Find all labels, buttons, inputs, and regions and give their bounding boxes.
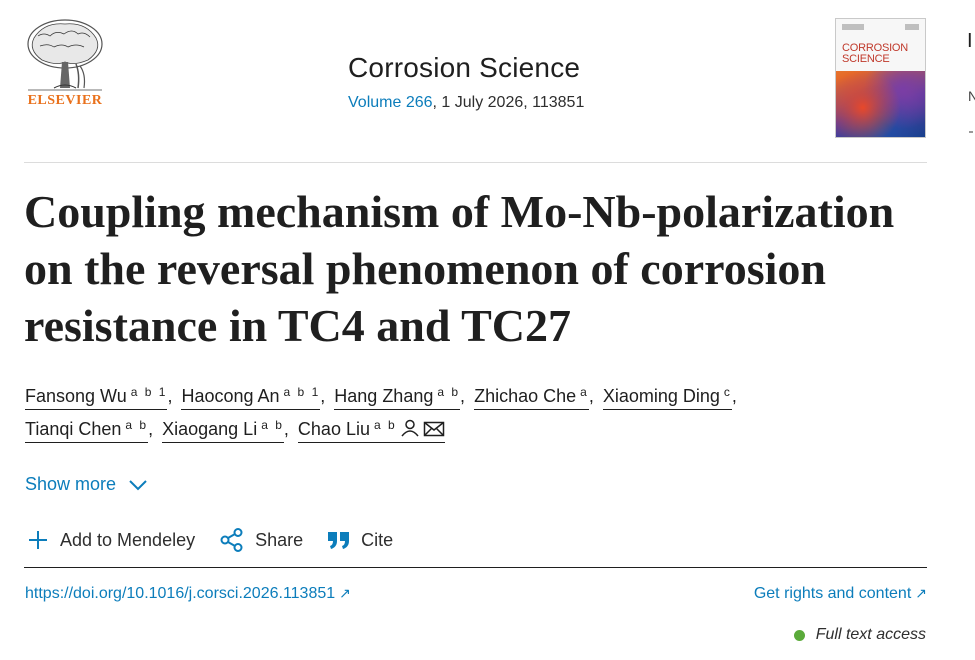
author-affiliation: a b 1 xyxy=(283,385,321,399)
share-button[interactable]: Share xyxy=(219,527,303,553)
publisher-wordmark: ELSEVIER xyxy=(27,93,103,108)
access-status: Full text access xyxy=(793,626,926,644)
author-separator: , xyxy=(148,419,154,439)
author-name: Xiaogang Li xyxy=(162,419,258,439)
side-panel-text: N xyxy=(968,88,975,104)
plus-icon xyxy=(29,531,47,549)
corresponding-author-link[interactable]: Chao Liu a b xyxy=(297,413,445,443)
external-arrow-icon: ↗ xyxy=(915,585,927,601)
author-link[interactable]: Tianqi Chen a b xyxy=(25,413,149,443)
author-affiliation: a b xyxy=(125,418,149,432)
external-arrow-icon: ↗ xyxy=(339,585,351,601)
volume-info: Volume 266, 1 July 2026, 113851 xyxy=(348,94,584,112)
author-name: Chao Liu xyxy=(297,419,370,439)
author-name: Haocong An xyxy=(181,386,280,406)
show-more-button[interactable]: Show more xyxy=(25,474,148,495)
author-affiliation: a b xyxy=(261,418,284,432)
author-link[interactable]: Hang Zhang a b xyxy=(334,380,461,410)
author-separator: , xyxy=(588,386,594,406)
quote-icon xyxy=(328,532,350,549)
article-actions: Add to Mendeley Share Cite xyxy=(26,527,393,553)
add-to-mendeley-label: Add to Mendeley xyxy=(60,529,196,550)
author-name: Xiaoming Ding xyxy=(602,386,720,406)
cover-corner-mark xyxy=(905,24,919,30)
author-separator: , xyxy=(460,386,466,406)
cover-title: CORROSION SCIENCE xyxy=(842,43,908,65)
share-label: Share xyxy=(255,529,304,550)
access-dot-icon xyxy=(793,629,805,641)
show-more-label: Show more xyxy=(25,474,117,494)
volume-date-number: , 1 July 2026, 113851 xyxy=(432,94,585,111)
author-affiliation: c xyxy=(723,385,732,399)
side-panel-dash xyxy=(969,131,973,133)
author-separator: , xyxy=(167,386,173,406)
mail-icon xyxy=(423,421,444,437)
access-label: Full text access xyxy=(815,626,926,643)
rights-text: Get rights and content xyxy=(753,585,912,602)
cite-label: Cite xyxy=(361,529,394,550)
author-separator: , xyxy=(283,419,289,439)
author-link[interactable]: Xiaogang Li a b xyxy=(162,413,284,443)
elsevier-tree-logo[interactable] xyxy=(24,16,106,112)
doi-text: https://doi.org/10.1016/j.corsci.2026.11… xyxy=(25,585,336,602)
author-separator: , xyxy=(731,386,737,406)
journal-cover-image[interactable]: CORROSION SCIENCE xyxy=(835,18,926,138)
author-separator: , xyxy=(320,386,326,406)
journal-title[interactable]: Corrosion Science xyxy=(348,52,581,83)
add-to-mendeley-button[interactable]: Add to Mendeley xyxy=(26,528,195,552)
person-icon xyxy=(401,419,419,437)
author-name: Hang Zhang xyxy=(334,386,434,406)
author-link[interactable]: Haocong An a b 1 xyxy=(181,380,321,410)
article-title: Coupling mechanism of Mo-Nb-polarization… xyxy=(24,186,895,351)
author-link[interactable]: Zhichao Che a xyxy=(474,380,589,410)
cover-title-line-1: CORROSION xyxy=(842,42,909,54)
actions-divider xyxy=(24,567,927,568)
volume-link[interactable]: Volume 266 xyxy=(348,94,433,111)
author-link[interactable]: Xiaoming Ding c xyxy=(602,380,732,410)
side-panel-heading: I xyxy=(967,30,973,52)
chevron-down-icon xyxy=(129,479,147,490)
author-affiliation: a xyxy=(580,385,589,399)
cover-title-line-2: SCIENCE xyxy=(842,53,890,65)
cite-button[interactable]: Cite xyxy=(327,530,393,551)
author-name: Tianqi Chen xyxy=(25,419,122,439)
author-affiliation: a b xyxy=(373,418,397,432)
author-name: Zhichao Che xyxy=(474,386,577,406)
author-list: Fansong Wu a b 1, Haocong An a b 1, Hang Z… xyxy=(25,380,925,446)
header-divider xyxy=(24,162,927,163)
author-link[interactable]: Fansong Wu a b 1 xyxy=(25,380,168,410)
doi-link[interactable]: https://doi.org/10.1016/j.corsci.2026.11… xyxy=(25,585,351,603)
cover-logo-mark xyxy=(842,24,864,30)
share-icon xyxy=(220,528,243,552)
author-affiliation: a b 1 xyxy=(130,385,168,399)
rights-link[interactable]: Get rights and content ↗ xyxy=(754,585,927,603)
author-name: Fansong Wu xyxy=(25,386,127,406)
author-affiliation: a b xyxy=(437,385,461,399)
